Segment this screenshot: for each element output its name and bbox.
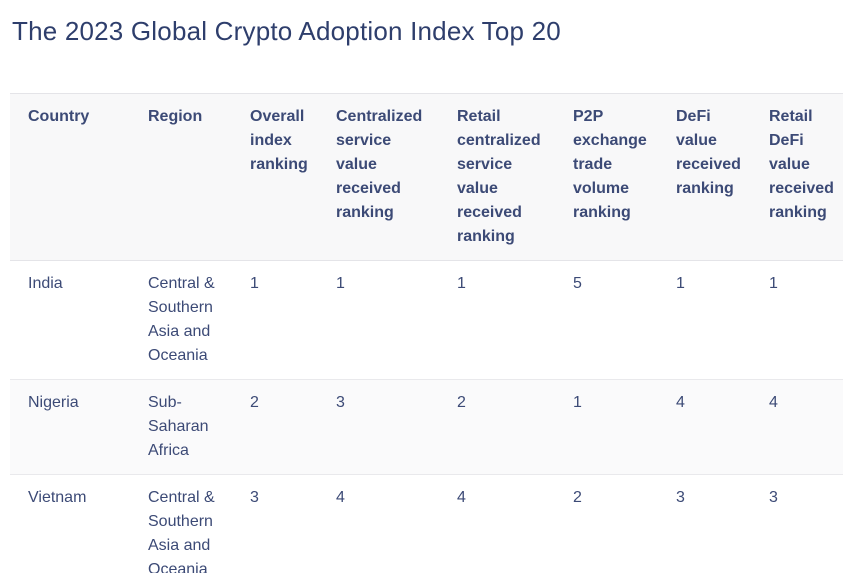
cell-overall-index-ranking: 3 [232,474,318,573]
column-header-region: Region [130,93,232,261]
column-header-retail-defi-value-received-ranking: Retail DeFi value received ranking [751,93,843,261]
cell-country: Vietnam [10,474,130,573]
cell-retail-defi-value-ranking: 3 [751,474,843,573]
column-header-overall-index-ranking: Overall index ranking [232,93,318,261]
cell-defi-value-ranking: 1 [658,260,751,380]
column-header-p2p-exchange-trade-volume-ranking: P2P exchange trade volume ranking [555,93,658,261]
table-body: India Central & Southern Asia and Oceani… [10,260,843,573]
cell-retail-centralized-service-ranking: 4 [439,474,555,573]
cell-overall-index-ranking: 2 [232,379,318,475]
table-header: Country Region Overall index ranking Cen… [10,93,843,261]
crypto-adoption-table-container: Country Region Overall index ranking Cen… [10,93,843,573]
cell-region: Central & Southern Asia and Oceania [130,474,232,573]
cell-defi-value-ranking: 4 [658,379,751,475]
cell-p2p-exchange-ranking: 5 [555,260,658,380]
page-title: The 2023 Global Crypto Adoption Index To… [12,16,561,46]
cell-centralized-service-ranking: 3 [318,379,439,475]
table-row-india: India Central & Southern Asia and Oceani… [10,260,843,380]
cell-centralized-service-ranking: 4 [318,474,439,573]
crypto-adoption-table: Country Region Overall index ranking Cen… [10,93,843,573]
cell-retail-centralized-service-ranking: 2 [439,379,555,475]
cell-region: Sub-Saharan Africa [130,379,232,475]
cell-centralized-service-ranking: 1 [318,260,439,380]
column-header-country: Country [10,93,130,261]
cell-country: Nigeria [10,379,130,475]
cell-retail-defi-value-ranking: 4 [751,379,843,475]
cell-p2p-exchange-ranking: 1 [555,379,658,475]
column-header-defi-value-received-ranking: DeFi value received ranking [658,93,751,261]
column-header-retail-centralized-service-value-received-ranking: Retail centralized service value receive… [439,93,555,261]
table-row-nigeria: Nigeria Sub-Saharan Africa 2 3 2 1 4 4 [10,379,843,475]
cell-defi-value-ranking: 3 [658,474,751,573]
cell-overall-index-ranking: 1 [232,260,318,380]
cell-p2p-exchange-ranking: 2 [555,474,658,573]
header-row: Country Region Overall index ranking Cen… [10,93,843,261]
cell-country: India [10,260,130,380]
cell-region: Central & Southern Asia and Oceania [130,260,232,380]
cell-retail-centralized-service-ranking: 1 [439,260,555,380]
table-row-vietnam: Vietnam Central & Southern Asia and Ocea… [10,474,843,573]
column-header-centralized-service-value-received-ranking: Centralized service value received ranki… [318,93,439,261]
cell-retail-defi-value-ranking: 1 [751,260,843,380]
